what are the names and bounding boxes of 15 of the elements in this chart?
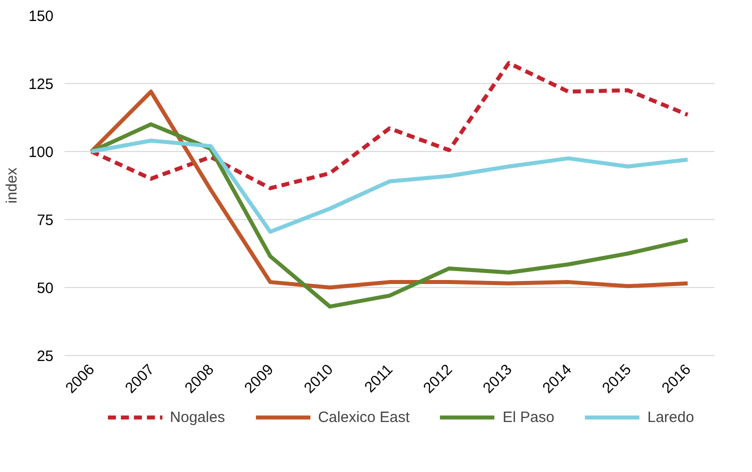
y-tick-label: 75 <box>36 212 54 229</box>
y-tick-label: 100 <box>28 144 54 161</box>
line-series <box>89 61 690 190</box>
legend-label: Laredo <box>647 408 694 426</box>
y-tick-label: 125 <box>28 76 54 93</box>
legend-label: El Paso <box>502 408 554 426</box>
legend-label: Nogales <box>170 408 225 426</box>
line-series <box>89 90 690 290</box>
legend-label: Calexico East <box>318 408 410 426</box>
y-tick-label: 25 <box>36 348 54 365</box>
line-series <box>89 122 690 309</box>
line-series <box>89 138 690 234</box>
y-axis-title: index <box>3 167 20 204</box>
y-tick-label: 150 <box>28 8 54 25</box>
y-tick-label: 50 <box>36 280 54 297</box>
